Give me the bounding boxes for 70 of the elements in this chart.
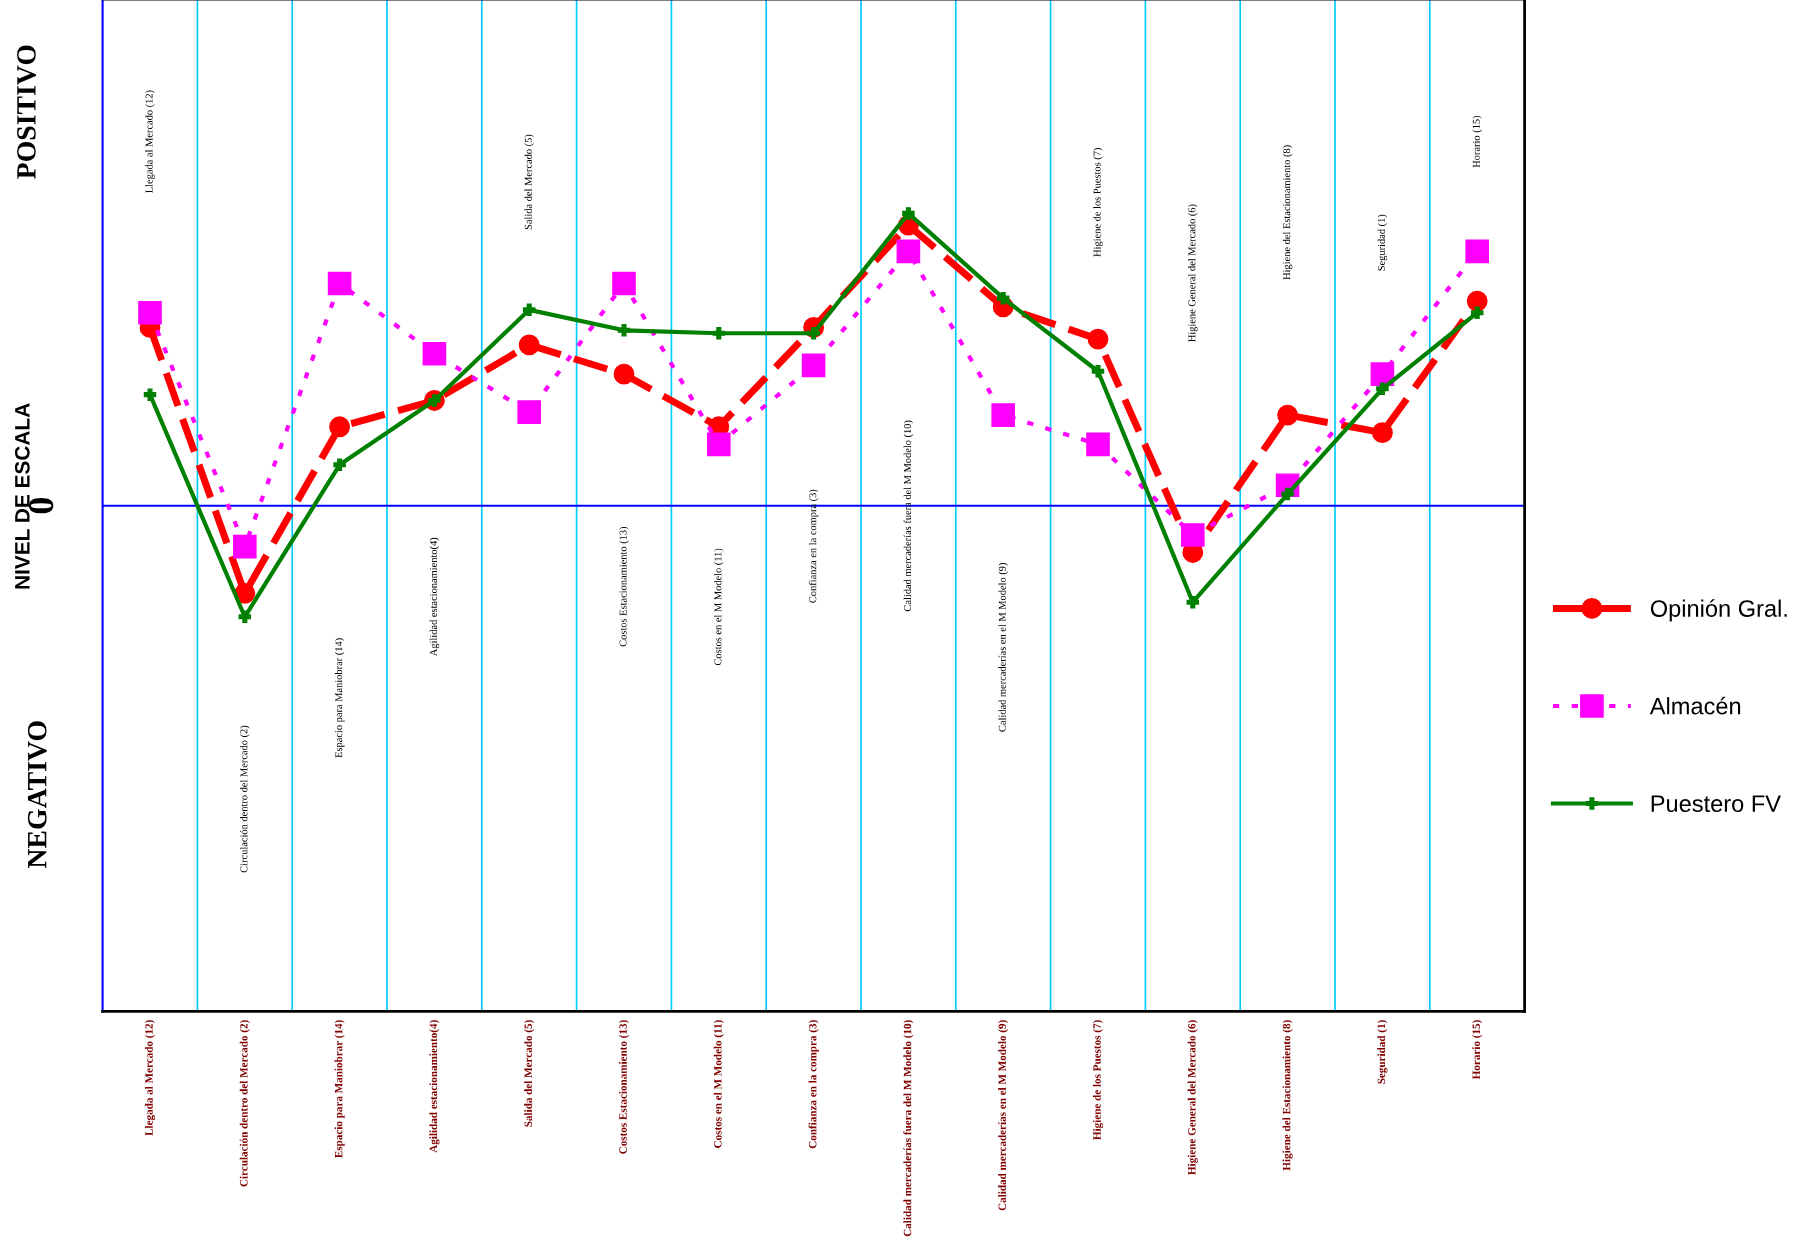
point <box>518 334 540 356</box>
text: NEGATIVO <box>27 721 47 869</box>
point <box>1087 328 1109 350</box>
text: POSITIVO <box>17 45 36 179</box>
text: Espacio para Maniobrar (14) <box>334 638 345 758</box>
x-tick-label: Circulación dentro del Mercado (2) <box>239 1020 250 1187</box>
point <box>902 207 915 220</box>
point <box>1091 364 1105 378</box>
x-tick-label: Calidad mercaderías en el M Modelo (9) <box>998 1020 1009 1211</box>
point <box>1086 432 1110 457</box>
point <box>617 324 631 337</box>
annotation: Confianza en la compra (3) <box>808 489 819 603</box>
point <box>517 400 542 424</box>
point <box>522 303 536 317</box>
text: Llegada al Mercado (12) <box>145 90 155 193</box>
x-tick-label: Confianza en la compra (3) <box>808 1020 819 1149</box>
annotation: Agilidad estacionamiento(4) <box>429 537 440 657</box>
point <box>712 326 726 340</box>
point <box>1180 523 1205 547</box>
x-tick-label: Llegada al Mercado (12) <box>144 1020 156 1136</box>
x-tick-label: Higiene de los Puestos (7) <box>1092 1020 1104 1140</box>
x-tick-label: Costos en el M Modelo (11) <box>713 1020 724 1148</box>
text: Circulación dentro del Mercado (2) <box>240 725 250 873</box>
point <box>1465 239 1490 264</box>
x-tick-label: Costos Estacionamiento (13) <box>618 1020 630 1154</box>
point <box>1277 404 1299 426</box>
x-tick-label: Agilidad estacionamiento(4) <box>429 1020 440 1153</box>
point <box>1281 487 1294 501</box>
point <box>1466 290 1488 312</box>
point <box>801 353 826 378</box>
legend-label: Almacén <box>1649 696 1741 715</box>
point <box>613 363 635 385</box>
point <box>706 432 731 457</box>
point <box>329 416 351 438</box>
point <box>612 271 636 296</box>
y-axis-title: NIVEL DE ESCALA <box>14 403 30 589</box>
point <box>422 341 447 366</box>
legend-label: Opinión Gral. <box>1650 599 1787 622</box>
x-tick-label: Higiene del Estacionamiento (8) <box>1282 1020 1293 1171</box>
point <box>138 300 162 325</box>
x-tick-label: Calidad mercaderías fuera del M Modelo (10) <box>903 1020 914 1237</box>
annotation: Seguridad (1) <box>1377 214 1388 271</box>
point <box>327 271 352 296</box>
x-tick-label: Horario (15) <box>1472 1020 1483 1080</box>
point <box>232 534 257 559</box>
annotation: Higiene General del Mercado (6) <box>1188 204 1198 342</box>
annotation: Calidad mercaderías en el M Modelo (9) <box>998 563 1008 732</box>
annotation: Salida del Mercado (5) <box>524 134 534 230</box>
point <box>896 239 921 264</box>
annotation: Costos en el M Modelo (11) <box>714 548 724 666</box>
point <box>238 610 252 624</box>
point <box>1376 382 1389 396</box>
annotation: Higiene de los Puestos (7) <box>1093 148 1103 257</box>
x-tick-label: Higiene General del Mercado (6) <box>1187 1020 1198 1175</box>
ref-line-label: 0 <box>28 498 54 514</box>
x-tick-label: Salida del Mercado (5) <box>524 1020 535 1127</box>
point <box>1470 306 1484 320</box>
point <box>991 403 1016 427</box>
point <box>996 291 1010 305</box>
x-tick-label: Seguridad (1) <box>1377 1020 1388 1084</box>
point <box>1371 422 1393 444</box>
point <box>1186 595 1200 609</box>
annotation: Costos Estacionamiento (13) <box>619 526 629 647</box>
annotation: Higiene del Estacionamiento (8) <box>1282 145 1293 280</box>
legend-label: Puestero FV <box>1651 795 1781 813</box>
point <box>333 458 346 472</box>
x-tick-label: Espacio para Maniobrar (14) <box>334 1020 345 1158</box>
point <box>143 388 157 401</box>
text: Horario (15) <box>1472 115 1482 168</box>
annotation: Calidad mercaderías fuera del M Modelo (10) <box>903 420 914 612</box>
